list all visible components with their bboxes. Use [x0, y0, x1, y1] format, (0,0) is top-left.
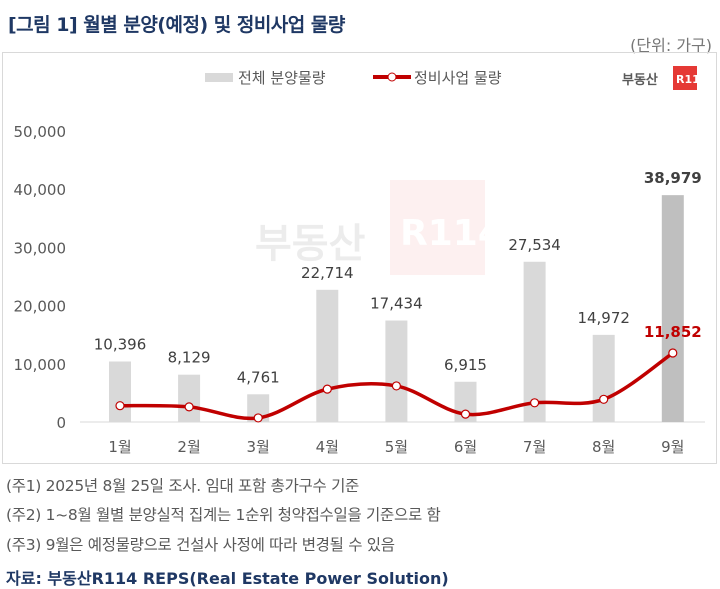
legend-line-marker: [387, 72, 397, 82]
bar-data-label: 4,761: [237, 368, 280, 386]
x-tick-label: 7월: [523, 438, 546, 456]
legend-bar-swatch: [205, 73, 233, 82]
y-tick-label: 20,000: [14, 298, 67, 316]
svg-text:R114: R114: [676, 73, 708, 86]
x-tick-label: 2월: [177, 438, 200, 456]
bar: [247, 394, 270, 422]
bar: [661, 195, 684, 422]
line-point: [322, 384, 332, 394]
source: 자료: 부동산R114 REPS(Real Estate Power Solut…: [6, 569, 449, 588]
bar: [523, 261, 546, 422]
logo: 부동산 R114: [622, 66, 708, 90]
logo-mark: [673, 66, 697, 90]
x-tick-label: 1월: [108, 438, 131, 456]
bar: [316, 289, 339, 422]
x-tick-label: 6월: [454, 438, 477, 456]
chart: 전체 분양물량 정비사업 물량 부동산 R114 부동산 R114 0 10,00…: [13, 66, 708, 456]
note-1: (주1) 2025년 8월 25일 조사. 임대 포함 총가구수 기준: [6, 477, 359, 495]
chart-frame: [2, 52, 717, 464]
figure-title: [그림 1] 월별 분양(예정) 및 정비사업 물량: [8, 14, 345, 36]
x-tick-label: 3월: [247, 438, 270, 456]
unit-label: (단위: 가구): [630, 36, 712, 55]
svg-text:R114: R114: [400, 213, 503, 254]
svg-text:부동산: 부동산: [255, 221, 366, 267]
bar-data-label: 14,972: [577, 309, 630, 327]
bar: [109, 361, 131, 422]
y-tick-label: 40,000: [14, 181, 67, 199]
line-point: [529, 398, 540, 408]
y-tick-label: 50,000: [14, 123, 67, 141]
y-tick-label: 10,000: [14, 356, 67, 374]
bar: [385, 320, 408, 422]
x-tick-label: 5월: [385, 438, 408, 456]
logo-text: 부동산: [622, 72, 658, 88]
legend-line-label: 정비사업 물량: [414, 69, 502, 87]
line-point: [668, 348, 678, 358]
watermark: 부동산 R114: [255, 180, 503, 275]
line-point: [599, 394, 609, 404]
line-point: [115, 401, 125, 411]
x-tick-label: 8월: [592, 438, 615, 456]
line-point: [253, 413, 263, 423]
y-tick-label: 0: [56, 414, 66, 432]
line-point: [391, 381, 401, 391]
bar-data-label: 6,915: [444, 356, 487, 374]
x-tick-label: 9월: [661, 438, 684, 456]
bar-data-label: 8,129: [168, 349, 211, 367]
bar: [592, 334, 615, 422]
line-point: [184, 402, 194, 412]
note-2: (주2) 1~8월 월별 분양실적 집계는 1순위 청약접수일을 기준으로 함: [6, 506, 441, 524]
line-data-label: 11,852: [644, 323, 702, 341]
bar: [178, 374, 201, 422]
x-tick-label: 4월: [316, 438, 339, 456]
bar-data-label: 10,396: [94, 335, 147, 353]
bar-data-label: 22,714: [301, 264, 354, 282]
bar-data-label: 38,979: [644, 169, 702, 187]
legend-bar-label: 전체 분양물량: [238, 69, 326, 87]
legend: 전체 분양물량 정비사업 물량: [205, 69, 502, 87]
bar-data-label: 27,534: [508, 236, 561, 254]
y-tick-label: 30,000: [14, 239, 67, 257]
bar-data-label: 17,434: [370, 295, 423, 313]
line-point: [460, 409, 471, 419]
note-3: (주3) 9월은 예정물량으로 건설사 사정에 따라 변경될 수 있음: [6, 536, 395, 554]
